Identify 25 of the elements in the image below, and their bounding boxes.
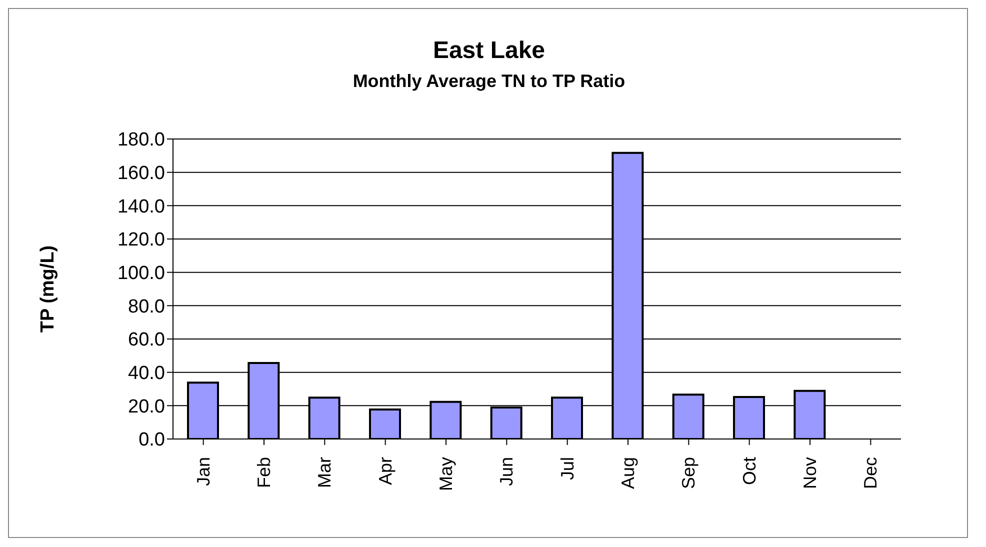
x-tick-label: Nov (800, 457, 820, 490)
y-tick-label: 40.0 (128, 363, 165, 384)
y-tick-label: 0.0 (138, 430, 165, 451)
y-tick-label: 80.0 (128, 296, 165, 318)
x-tick-label: Jun (496, 457, 517, 486)
y-tick-label: 20.0 (128, 396, 165, 418)
x-tick-label: Sep (678, 457, 699, 490)
x-tick-label: Mar (314, 456, 335, 488)
y-tick-label: 60.0 (128, 330, 165, 351)
y-tick-label: 120.0 (117, 230, 165, 251)
chart-subtitle: Monthly Average TN to TP Ratio (352, 71, 626, 92)
y-tick-label: 100.0 (117, 263, 165, 284)
y-tick-label: 160.0 (117, 163, 165, 184)
x-tick-label: Jul (557, 457, 578, 480)
x-tick-label: Dec (860, 457, 881, 490)
y-tick-label: 180.0 (117, 130, 165, 151)
x-tick-label: Feb (254, 457, 274, 488)
chart-title: East Lake (432, 37, 546, 65)
x-tick-label: Aug (618, 457, 638, 490)
x-tick-label: Jan (193, 457, 214, 486)
x-tick-label: May (436, 457, 456, 492)
y-tick-label: 140.0 (117, 196, 165, 218)
x-tick-label: Oct (739, 457, 760, 486)
y-axis-title: TP (mg/L) (38, 245, 59, 333)
x-tick-label: Apr (375, 457, 396, 486)
